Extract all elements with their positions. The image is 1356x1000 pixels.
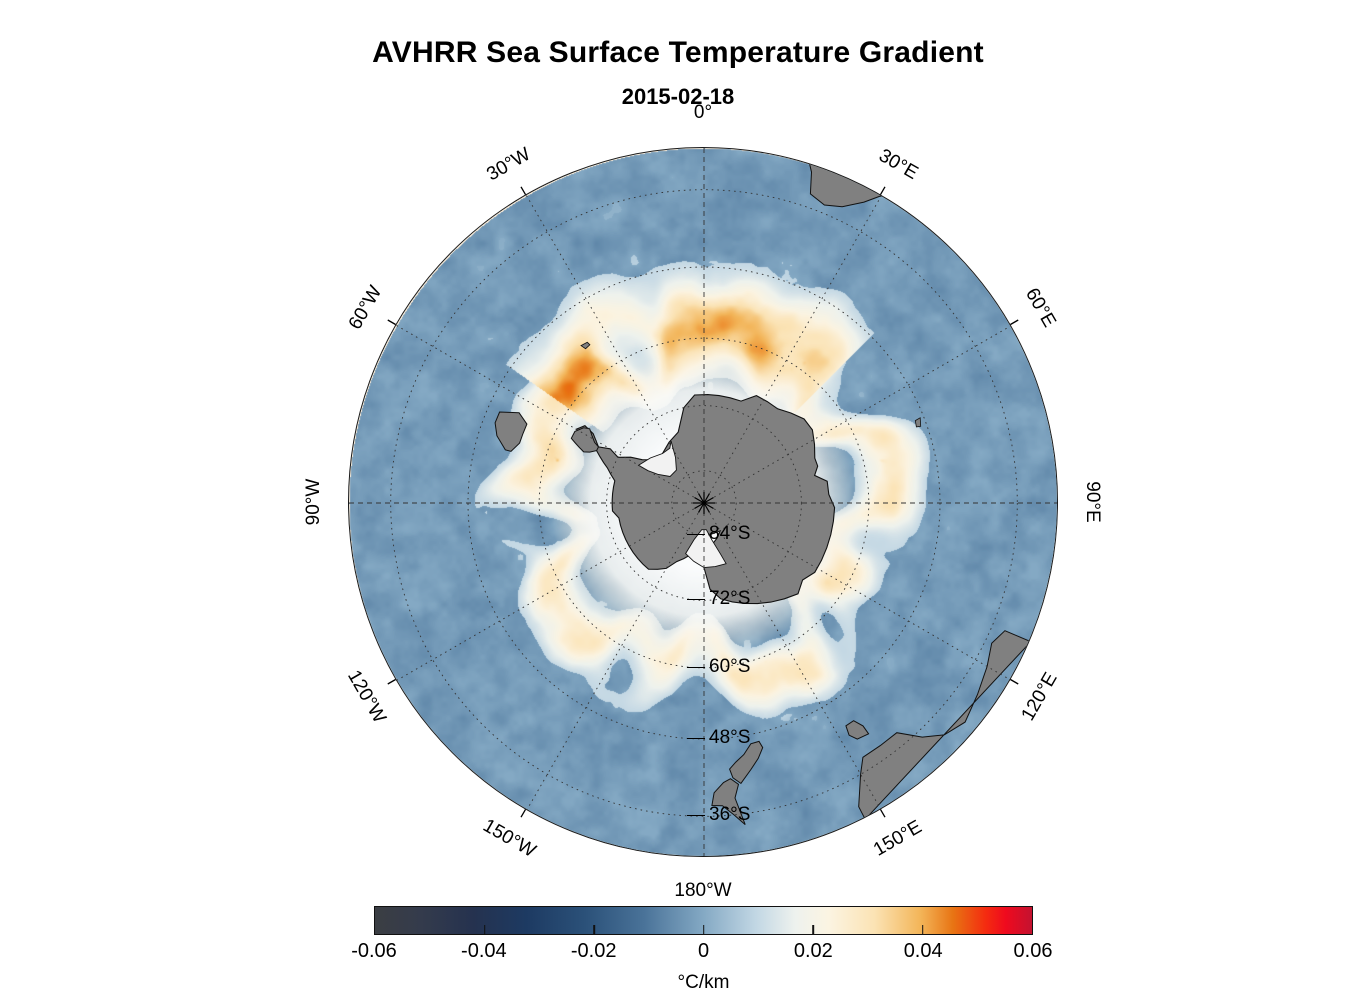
colorbar-tick-label: -0.04 — [461, 940, 507, 962]
latitude-label-72S: 72°S — [709, 588, 751, 610]
meridian-line — [396, 507, 695, 681]
latitude-tick — [687, 815, 705, 817]
colorbar-units-label: °C/km — [677, 972, 730, 993]
south-africa-landmass — [805, 148, 902, 208]
longitude-label-90W: 90°W — [303, 478, 324, 526]
parallel-line — [390, 189, 1018, 817]
meridian-line — [713, 325, 1012, 499]
colorbar[interactable]: -0.06 -0.04 -0.02 0 0.02 0.04 0.06 °C/km — [351, 906, 1052, 993]
latitude-tick — [687, 738, 705, 740]
latitude-label-48S: 48°S — [709, 727, 751, 749]
latitude-tick — [687, 599, 705, 601]
polar-map-plot — [348, 147, 1058, 857]
meridian-line — [526, 512, 700, 811]
meridian-line — [526, 195, 700, 494]
longitude-label-180W: 180°W — [674, 880, 732, 901]
south-pole-marker — [693, 492, 715, 514]
ross-ice-shelf — [685, 529, 727, 569]
tasmania-landmass — [845, 720, 870, 740]
new-zealand-north-island — [711, 778, 746, 825]
graticule — [349, 148, 1057, 856]
colorbar-tick — [483, 925, 486, 934]
south-georgia-island — [580, 341, 591, 350]
meridian-line — [713, 507, 1012, 681]
figure-subtitle-date: 2015-02-18 — [621, 84, 735, 109]
meridian-line — [708, 195, 882, 494]
colorbar-tick-label: 0 — [697, 940, 710, 962]
longitude-label-90E: 90°E — [1082, 481, 1103, 523]
antarctica-landmass — [575, 394, 836, 605]
latitude-tick — [687, 666, 705, 668]
kerguelen-island — [914, 417, 922, 428]
meridian-line — [708, 512, 882, 811]
filchner-ronne-ice-shelf — [637, 440, 677, 477]
latitude-label-60S: 60°S — [709, 655, 751, 677]
antarctic-peninsula — [570, 427, 600, 453]
map-overlay — [349, 148, 1057, 856]
latitude-label-36S: 36°S — [709, 804, 751, 826]
page-title: AVHRR Sea Surface Temperature Gradient — [372, 36, 984, 69]
colorbar-gradient[interactable] — [374, 906, 1033, 935]
colorbar-tick — [593, 925, 595, 934]
colorbar-tick-label: -0.06 — [351, 940, 397, 962]
parallel-line — [606, 405, 802, 601]
latitude-tick — [687, 534, 705, 536]
parallel-line — [538, 337, 870, 669]
colorbar-tick-label: -0.02 — [570, 940, 617, 962]
australia-landmass — [858, 630, 1032, 821]
new-zealand-south-island — [729, 740, 764, 785]
longitude-label-0: 0° — [693, 102, 713, 123]
south-america-landmass — [494, 411, 528, 452]
colorbar-tick-label: 0.06 — [1013, 940, 1053, 962]
colorbar-tick-label: 0.04 — [903, 940, 943, 962]
colorbar-tick — [812, 925, 814, 934]
latitude-label-84S: 84°S — [709, 523, 751, 545]
colorbar-tick-label: 0.02 — [793, 940, 833, 962]
meridian-line — [396, 325, 695, 499]
colorbar-tick — [702, 925, 705, 934]
colorbar-tick — [921, 925, 924, 934]
map-disc[interactable] — [348, 147, 1058, 857]
